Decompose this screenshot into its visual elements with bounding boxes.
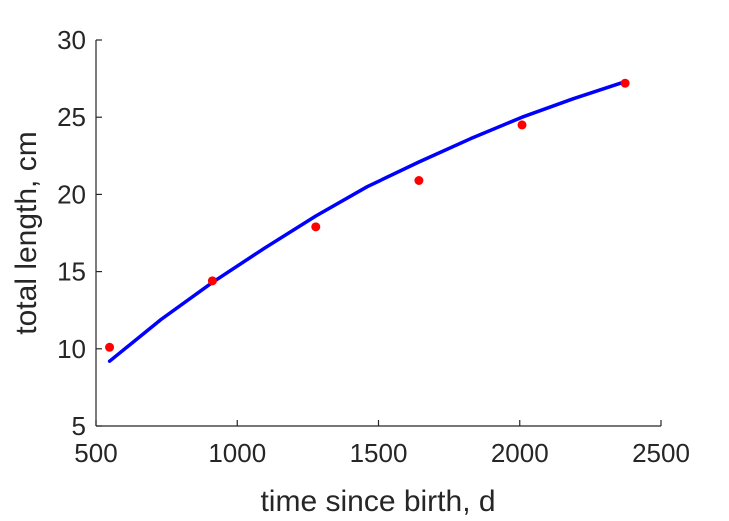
data-point (105, 342, 115, 352)
y-tick-label: 15 (57, 257, 86, 287)
y-ticks: 5 10 15 20 25 30 (57, 25, 102, 441)
data-point (414, 176, 424, 186)
y-tick-label: 25 (57, 102, 86, 132)
y-tick-label: 10 (57, 334, 86, 364)
data-point (207, 276, 217, 286)
x-axis-title: time since birth, d (260, 485, 495, 518)
fit-curve-line (107, 79, 627, 363)
x-tick-label: 500 (74, 438, 117, 468)
series-layer (105, 78, 630, 363)
y-axis-title: total length, cm (10, 131, 43, 334)
data-point (311, 222, 321, 232)
x-tick-label: 2500 (632, 438, 690, 468)
y-tick-label: 20 (57, 179, 86, 209)
data-point (517, 120, 527, 130)
data-point (620, 78, 630, 88)
y-tick-label: 30 (57, 25, 86, 55)
x-tick-label: 1500 (350, 438, 408, 468)
x-ticks: 500 1000 1500 2000 2500 (74, 420, 690, 468)
y-tick-label: 5 (72, 411, 86, 441)
x-tick-label: 2000 (491, 438, 549, 468)
x-tick-label: 1000 (208, 438, 266, 468)
